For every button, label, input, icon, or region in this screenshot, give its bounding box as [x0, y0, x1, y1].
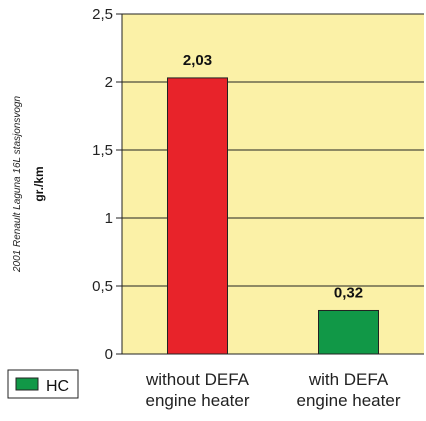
data-label: 2,03 [183, 52, 212, 69]
category-label: engine heater [297, 391, 401, 410]
legend: HC [7, 369, 79, 399]
data-label: 0,32 [334, 284, 363, 301]
category-label: without DEFA [145, 370, 250, 389]
category-label: with DEFA [308, 370, 389, 389]
y-tick-label: 2 [105, 74, 113, 91]
category-labels: without DEFA engine heater with DEFA engine… [145, 370, 401, 410]
y-tick-label: 0,5 [92, 278, 113, 295]
legend-swatch [15, 377, 39, 391]
y-tick-label: 1,5 [92, 142, 113, 159]
bar [318, 309, 379, 355]
y-axis-label: gr./km [32, 166, 46, 201]
side-note: 2001 Renault Laguna 16L stasjonsvogn [12, 96, 23, 274]
y-tick-label: 0 [105, 346, 113, 363]
y-tick-label: 2,5 [92, 6, 113, 23]
bar [167, 77, 228, 355]
category-label: engine heater [146, 391, 250, 410]
bars: 2,03 0,32 [167, 52, 379, 355]
y-tick-labels: 0 0,5 1 1,5 2 2,5 [92, 6, 122, 363]
legend-label: HC [46, 378, 69, 395]
y-tick-label: 1 [105, 210, 113, 227]
